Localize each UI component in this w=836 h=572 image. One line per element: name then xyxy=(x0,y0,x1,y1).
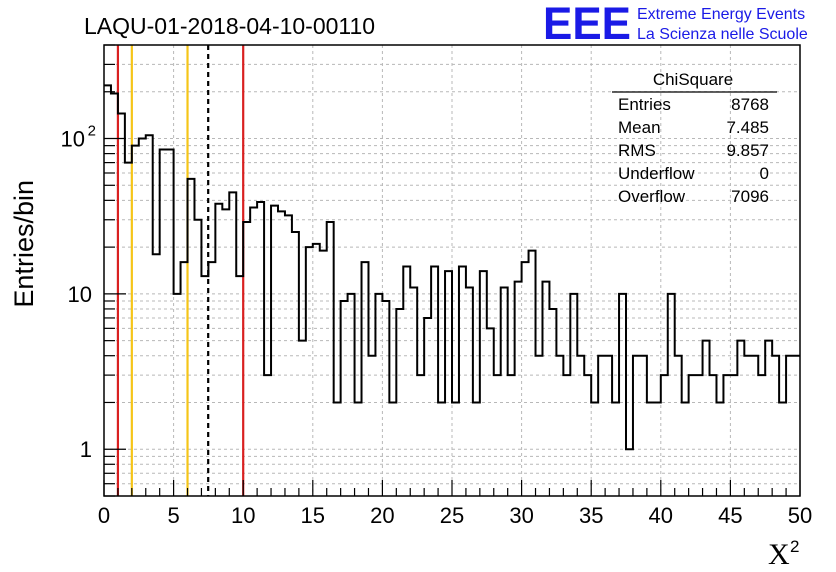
eee-logo-line2: La Scienza nelle Scuole xyxy=(637,26,808,43)
histogram-outline xyxy=(104,84,800,451)
stats-row-mean: Mean 7.485 xyxy=(618,118,769,137)
eee-logo: EEE Extreme Energy Events La Scienza nel… xyxy=(543,0,808,49)
x-tick-label-2: 10 xyxy=(231,503,255,528)
stats-label-underflow: Underflow xyxy=(618,164,695,183)
stats-row-overflow: Overflow 7096 xyxy=(618,187,769,206)
x-tick-label-7: 35 xyxy=(579,503,603,528)
x-tick-label-0: 0 xyxy=(98,503,110,528)
stats-value-underflow: 0 xyxy=(760,164,769,183)
y-tick-label-1: 10 xyxy=(68,282,92,307)
y-axis-label: Entries/bin xyxy=(9,180,39,308)
x-tick-label-10: 50 xyxy=(788,503,812,528)
eee-logo-line1: Extreme Energy Events xyxy=(637,6,805,23)
x-tick-label-1: 5 xyxy=(167,503,179,528)
stats-box-title: ChiSquare xyxy=(653,70,733,89)
x-tick-label-3: 15 xyxy=(301,503,325,528)
y-tick-exponent-2: 2 xyxy=(88,123,96,140)
stats-label-mean: Mean xyxy=(618,118,661,137)
stats-value-overflow: 7096 xyxy=(731,187,769,206)
x-axis-label-superscript: 2 xyxy=(790,537,799,556)
x-axis-label: X 2 xyxy=(768,537,799,571)
y-tick-label-0: 1 xyxy=(80,437,92,462)
x-tick-label-9: 45 xyxy=(718,503,742,528)
x-tick-label-8: 40 xyxy=(649,503,673,528)
stats-label-entries: Entries xyxy=(618,95,671,114)
stats-value-mean: 7.485 xyxy=(726,118,769,137)
stats-label-overflow: Overflow xyxy=(618,187,686,206)
stats-row-rms: RMS 9.857 xyxy=(618,141,769,160)
x-axis-label-text: X xyxy=(768,538,790,571)
x-tick-label-6: 30 xyxy=(509,503,533,528)
chart-title: LAQU-01-2018-04-10-00110 xyxy=(84,13,375,39)
stats-value-entries: 8768 xyxy=(731,95,769,114)
stats-row-entries: Entries 8768 xyxy=(618,95,769,114)
stats-row-underflow: Underflow 0 xyxy=(618,164,769,183)
x-tick-label-4: 20 xyxy=(370,503,394,528)
stats-value-rms: 9.857 xyxy=(726,141,769,160)
stats-label-rms: RMS xyxy=(618,141,656,160)
y-tick-label-2: 10 xyxy=(61,127,85,152)
axis-ticks xyxy=(103,44,801,497)
stats-box: ChiSquare Entries 8768 Mean 7.485 RMS 9.… xyxy=(612,70,777,206)
x-tick-label-5: 25 xyxy=(440,503,464,528)
eee-logo-mark: EEE xyxy=(543,0,631,49)
